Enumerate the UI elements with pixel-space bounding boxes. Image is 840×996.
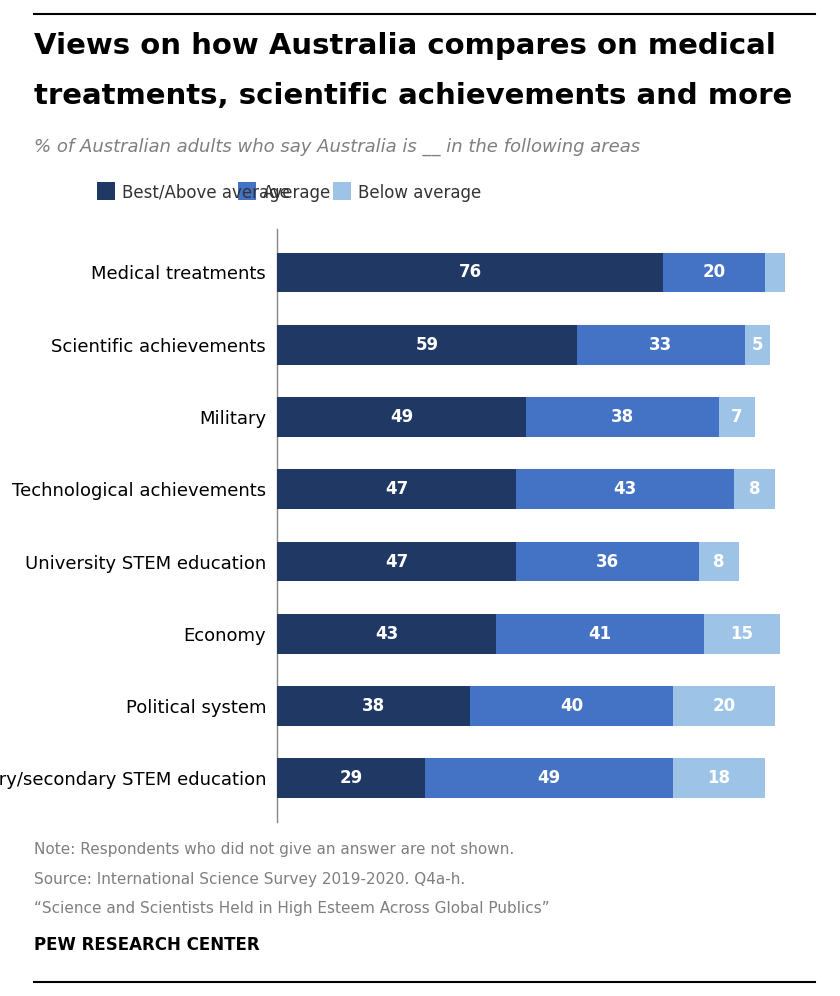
Text: 20: 20	[702, 264, 726, 282]
Text: Source: International Science Survey 2019-2020. Q4a-h.: Source: International Science Survey 201…	[34, 872, 465, 886]
Text: Note: Respondents who did not give an answer are not shown.: Note: Respondents who did not give an an…	[34, 842, 514, 857]
Text: 49: 49	[390, 408, 413, 426]
Text: PEW RESEARCH CENTER: PEW RESEARCH CENTER	[34, 936, 260, 954]
Bar	[277, 397, 526, 437]
Text: treatments, scientific achievements and more: treatments, scientific achievements and …	[34, 82, 792, 110]
Bar	[516, 542, 699, 582]
Text: 49: 49	[538, 769, 560, 787]
Text: Average: Average	[263, 184, 331, 202]
Bar	[765, 253, 785, 292]
Bar	[699, 542, 739, 582]
Text: 29: 29	[339, 769, 363, 787]
Text: 18: 18	[707, 769, 731, 787]
Bar	[277, 469, 516, 509]
Text: 47: 47	[385, 480, 408, 498]
Text: Below average: Below average	[358, 184, 481, 202]
Text: 5: 5	[752, 336, 763, 354]
Text: 43: 43	[613, 480, 637, 498]
Text: 33: 33	[649, 336, 672, 354]
Bar	[277, 542, 516, 582]
Bar	[277, 325, 577, 365]
Bar	[526, 397, 719, 437]
Bar	[704, 614, 780, 653]
Text: Views on how Australia compares on medical: Views on how Australia compares on medic…	[34, 32, 775, 60]
Bar	[277, 253, 664, 292]
Text: 15: 15	[731, 624, 753, 642]
Text: “Science and Scientists Held in High Esteem Across Global Publics”: “Science and Scientists Held in High Est…	[34, 901, 549, 916]
Bar	[277, 686, 470, 726]
Bar	[577, 325, 744, 365]
Text: 41: 41	[588, 624, 612, 642]
Text: 76: 76	[459, 264, 482, 282]
Bar	[496, 614, 704, 653]
Text: 38: 38	[611, 408, 634, 426]
Text: 7: 7	[731, 408, 743, 426]
Bar	[734, 469, 775, 509]
Bar	[277, 614, 496, 653]
Bar	[744, 325, 770, 365]
Text: 20: 20	[712, 697, 736, 715]
Bar	[674, 759, 765, 798]
Text: % of Australian adults who say Australia is __ in the following areas: % of Australian adults who say Australia…	[34, 137, 640, 155]
Text: 38: 38	[362, 697, 386, 715]
Bar	[664, 253, 765, 292]
Bar	[674, 686, 775, 726]
Bar	[470, 686, 674, 726]
Bar	[424, 759, 674, 798]
Text: Best/Above average: Best/Above average	[122, 184, 290, 202]
Text: 36: 36	[596, 553, 619, 571]
Bar	[516, 469, 734, 509]
Text: 47: 47	[385, 553, 408, 571]
Text: 43: 43	[375, 624, 398, 642]
Text: 8: 8	[749, 480, 760, 498]
Bar	[719, 397, 754, 437]
Text: 59: 59	[416, 336, 438, 354]
Text: 40: 40	[560, 697, 584, 715]
Bar	[277, 759, 424, 798]
Text: 8: 8	[713, 553, 725, 571]
